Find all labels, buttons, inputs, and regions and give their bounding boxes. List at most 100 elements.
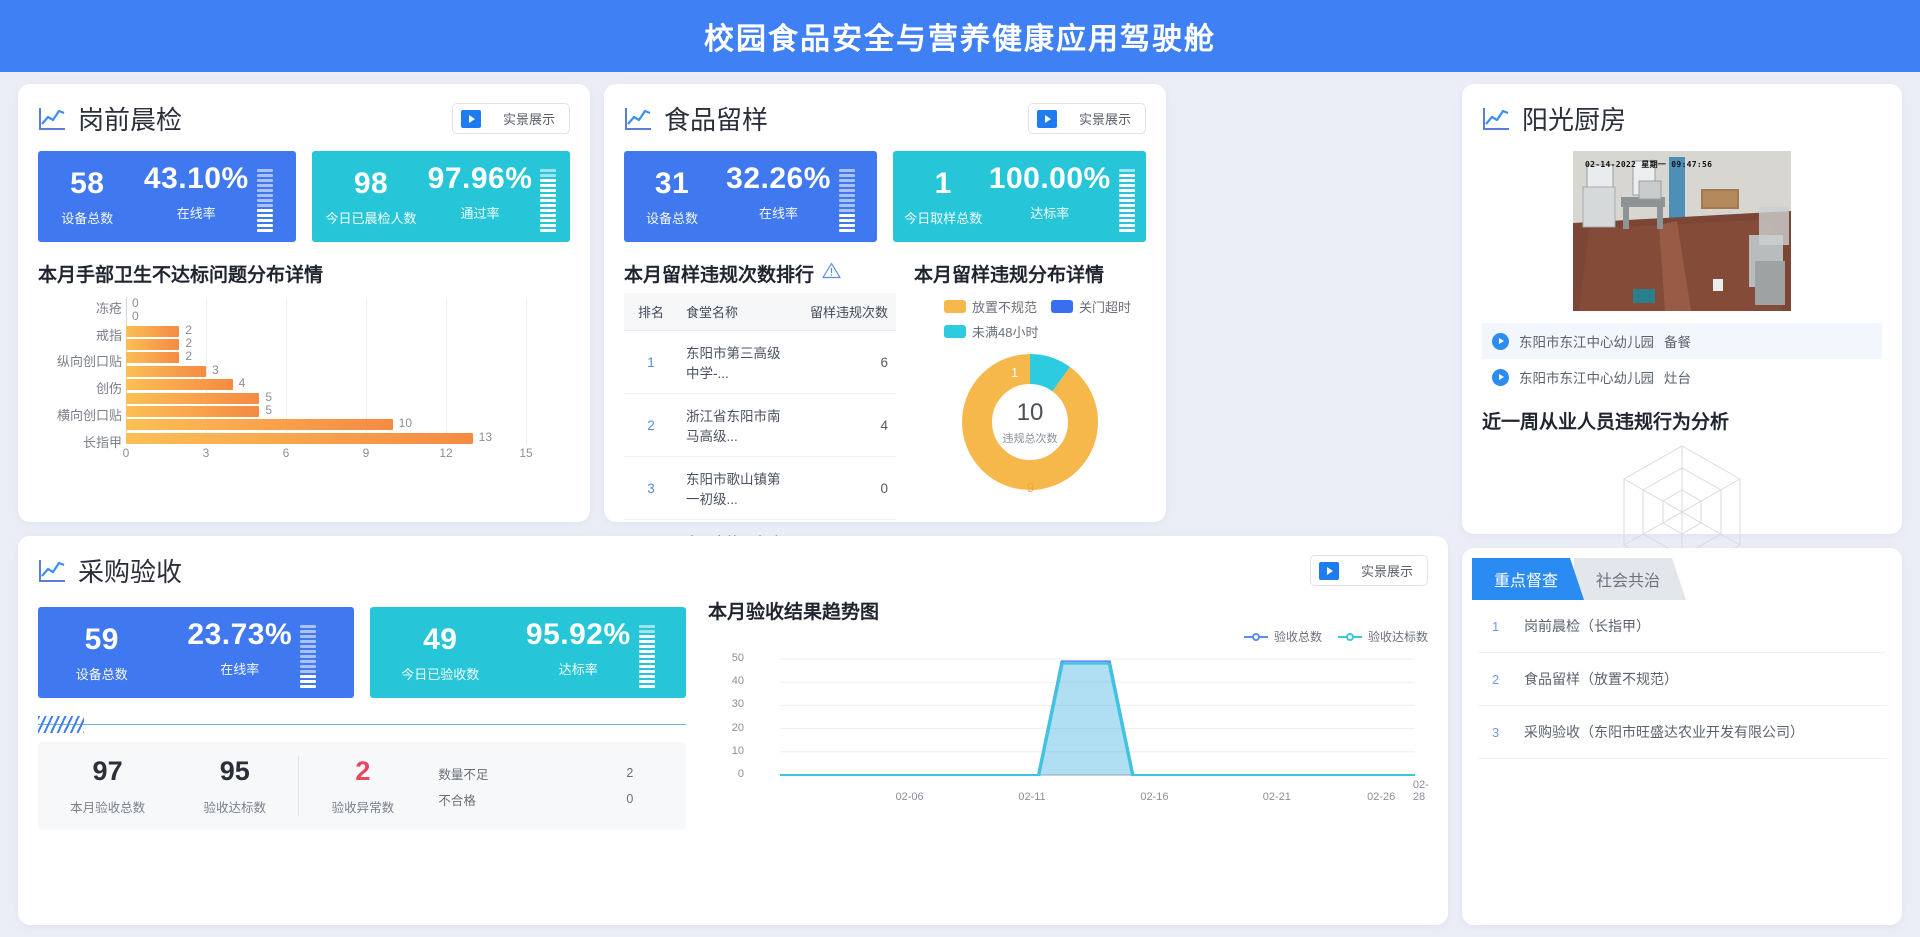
kpi-cell-value: 98 今日已晨检人数 bbox=[326, 168, 417, 227]
table-row[interactable]: 2 浙江省东阳市南马高级... 4 bbox=[624, 393, 896, 457]
trend-x-tick: 02-21 bbox=[1262, 791, 1291, 803]
cell-violation-count: 4 bbox=[796, 393, 896, 457]
legend-mark bbox=[1337, 632, 1362, 642]
hbar-category-label: 长指甲 bbox=[82, 434, 122, 450]
kpi-rate-value: 23.73% bbox=[187, 618, 293, 651]
live-button-label: 实景展示 bbox=[1078, 112, 1131, 127]
card-purchase-acceptance: 采购验收 实景展示 59 设备总数 bbox=[18, 536, 1448, 925]
reason-row: 不合格 0 bbox=[438, 790, 680, 809]
kpi-label: 设备总数 bbox=[61, 210, 114, 226]
supervision-tabs: 重点督查 社会共治 bbox=[1472, 558, 1892, 600]
tab-social-governance[interactable]: 社会共治 bbox=[1574, 558, 1686, 600]
trend-area-0 bbox=[780, 661, 1415, 775]
donut-total-value: 10 bbox=[1016, 398, 1044, 426]
kitchen-video-player[interactable]: 02-14-2022 星期一 09:47:56 bbox=[1482, 151, 1882, 311]
cell-canteen-name: 东阳市歌山镇第一初级... bbox=[678, 456, 796, 520]
hbar-value-label: 3 bbox=[212, 362, 219, 377]
table-row[interactable]: 3 东阳市歌山镇第一初级... 0 bbox=[624, 456, 896, 520]
legend-label: 未满48小时 bbox=[972, 325, 1039, 340]
hbar-value-label: 2 bbox=[185, 322, 193, 337]
kpi-sample-today: 1 今日取样总数 100.00% 达标率 bbox=[893, 151, 1146, 242]
table-header-row: 排名 食堂名称 留样违规次数 bbox=[624, 293, 896, 331]
stat-abnormal: 2 验收异常数 bbox=[298, 756, 426, 816]
ladder-gauge-icon bbox=[256, 169, 273, 232]
divider-bar bbox=[38, 724, 686, 725]
camera-list-item-1[interactable]: 东阳市东江中心幼儿园 备餐 bbox=[1482, 323, 1882, 359]
table-row[interactable]: 1 东阳市第三高级中学-... 6 bbox=[624, 330, 896, 394]
legend-item[interactable]: 未满48小时 bbox=[944, 322, 1038, 341]
stat-total: 97 本月验收总数 bbox=[44, 756, 171, 816]
hbar-row: 2 bbox=[126, 349, 526, 364]
violation-reason-bars: 数量不足 2 不合格 0 bbox=[426, 757, 680, 816]
hbar-x-tick: 0 bbox=[122, 446, 130, 460]
morning-check-title: 岗前晨检 bbox=[78, 105, 183, 135]
legend-item[interactable]: 放置不规范 bbox=[944, 297, 1037, 316]
morning-check-header: 岗前晨检 实景展示 bbox=[38, 100, 570, 137]
reason-label: 不合格 bbox=[438, 793, 476, 808]
purchase-live-button[interactable]: 实景展示 bbox=[1309, 555, 1428, 586]
line-chart-icon bbox=[38, 558, 68, 584]
legend-mark bbox=[1243, 632, 1268, 642]
list-item-text: 岗前晨检（长指甲） bbox=[1524, 618, 1650, 634]
trend-line-1 bbox=[780, 662, 1415, 776]
camera-list-item-2[interactable]: 东阳市东江中心幼儿园 灶台 bbox=[1482, 359, 1882, 395]
food-sample-live-button[interactable]: 实景展示 bbox=[1027, 103, 1146, 134]
video-timestamp: 02-14-2022 星期一 09:47:56 bbox=[1585, 160, 1713, 169]
hbar-x-tick: 12 bbox=[439, 446, 453, 460]
trend-chart-svg bbox=[780, 658, 1415, 776]
trend-x-tick: 02-26 bbox=[1367, 791, 1396, 803]
kpi-cell-rate: 43.10% 在线率 bbox=[144, 163, 273, 232]
kpi-value: 1 bbox=[934, 167, 952, 201]
camera-name: 东阳市东江中心幼儿园 bbox=[1519, 335, 1654, 350]
legend-label: 关门超时 bbox=[1079, 300, 1132, 315]
kpi-accepted-today: 49 今日已验收数 95.92% 达标率 bbox=[370, 607, 686, 698]
trend-area-1 bbox=[780, 663, 1415, 775]
hbar-x-tick: 15 bbox=[519, 446, 533, 460]
hbar-fill bbox=[126, 365, 206, 377]
trend-legend: 验收总数 验收达标数 bbox=[708, 628, 1428, 645]
legend-item[interactable]: 关门超时 bbox=[1051, 297, 1131, 316]
purchase-body: 59 设备总数 23.73% 在线率 bbox=[38, 593, 1429, 830]
legend-item-total: 验收总数 bbox=[1243, 628, 1322, 645]
card-sunlight-kitchen: 阳光厨房 bbox=[1462, 84, 1902, 578]
stat-value: 95 bbox=[219, 756, 250, 786]
kpi-cell-rate: 23.73% 在线率 bbox=[187, 618, 317, 688]
sample-ranking-title: 本月留样违规次数排行 bbox=[624, 265, 815, 286]
kpi-cell-rate: 100.00% 达标率 bbox=[989, 163, 1135, 232]
cell-rank: 3 bbox=[624, 456, 678, 520]
morning-check-live-button[interactable]: 实景展示 bbox=[451, 103, 570, 134]
trend-y-tick: 20 bbox=[731, 721, 744, 734]
list-item-text: 食品留样（放置不规范） bbox=[1524, 671, 1678, 687]
donut-slice-under48h bbox=[962, 354, 1098, 490]
kpi-device-total: 58 设备总数 43.10% 在线率 bbox=[38, 151, 296, 242]
play-circle-icon bbox=[1492, 368, 1509, 386]
reason-value: 0 bbox=[626, 792, 634, 806]
kpi-value: 49 bbox=[423, 623, 458, 657]
page-title: 校园食品安全与营养健康应用驾驶舱 bbox=[704, 23, 1216, 56]
hbar-x-tick: 3 bbox=[202, 446, 210, 460]
line-chart-icon bbox=[624, 106, 654, 132]
trend-y-tick: 0 bbox=[737, 768, 744, 780]
list-item[interactable]: 3 采购验收（东阳市旺盛达农业开发有限公司） bbox=[1478, 706, 1886, 759]
legend-swatch bbox=[1051, 300, 1074, 313]
kpi-cell-value: 58 设备总数 bbox=[61, 168, 113, 227]
stat-label: 验收异常数 bbox=[331, 801, 395, 815]
kpi-cell-value: 49 今日已验收数 bbox=[401, 624, 479, 683]
hbar-plot-area: 0 0 2 2 2 3 4 5 5 10 13 bbox=[126, 296, 527, 444]
kpi-rate-label: 达标率 bbox=[1030, 205, 1070, 221]
list-item-index: 1 bbox=[1492, 618, 1500, 634]
kpi-rate-label: 通过率 bbox=[460, 205, 500, 221]
list-item[interactable]: 2 食品留样（放置不规范） bbox=[1478, 653, 1886, 706]
live-button-label: 实景展示 bbox=[1360, 564, 1413, 579]
hbar-row: 0 bbox=[126, 296, 526, 310]
sample-violation-donut: 1 9 10 违规总次数 bbox=[955, 347, 1105, 497]
donut-legend: 放置不规范 关门超时未满48小时 bbox=[944, 297, 1146, 341]
list-item-index: 3 bbox=[1492, 724, 1500, 740]
purchase-stats-strip: 97 本月验收总数 95 验收达标数 2 验收异常数 bbox=[38, 742, 686, 830]
kpi-label: 今日已晨检人数 bbox=[325, 210, 417, 226]
list-item[interactable]: 1 岗前晨检（长指甲） bbox=[1478, 600, 1886, 653]
tab-key-supervision[interactable]: 重点督查 bbox=[1472, 558, 1584, 600]
trend-y-tick: 10 bbox=[731, 744, 744, 757]
kpi-value: 58 bbox=[70, 167, 105, 201]
